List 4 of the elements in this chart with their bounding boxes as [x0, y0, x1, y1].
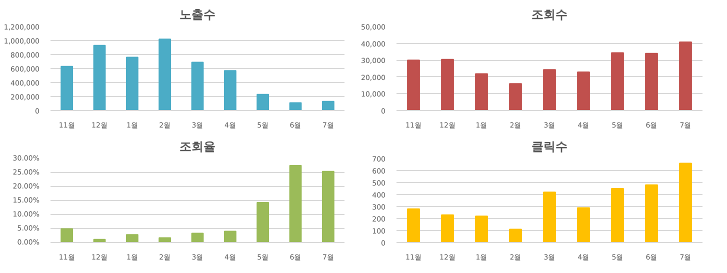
chart-title: 노출수 — [180, 8, 216, 22]
chart-title: 조회수 — [532, 8, 568, 22]
chart-title: 클릭수 — [532, 140, 568, 154]
chart-title: 조회율 — [180, 140, 216, 154]
